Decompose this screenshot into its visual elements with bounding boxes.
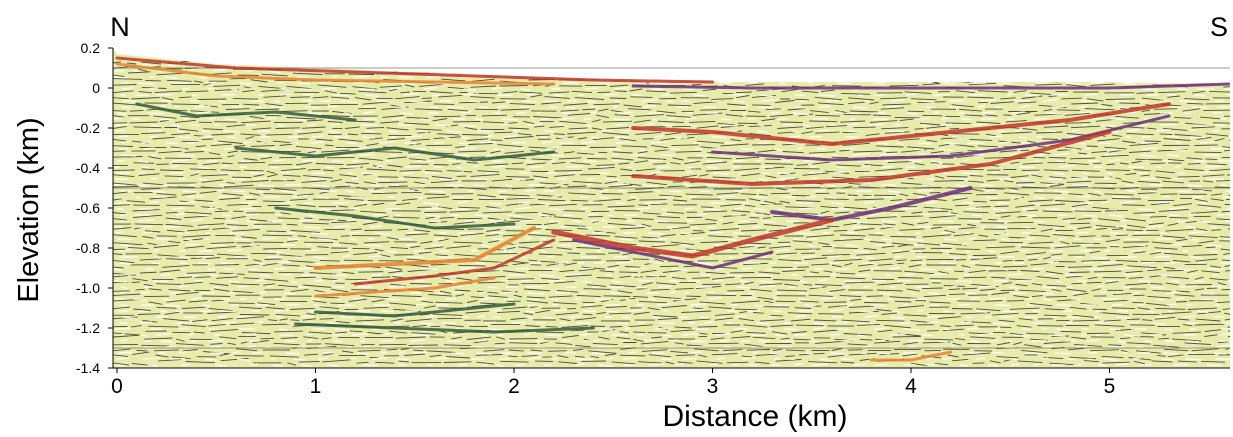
reflector: [135, 102, 357, 122]
reflector: [353, 238, 556, 286]
y-tick-label: -0.8: [76, 240, 100, 256]
reflector: [551, 217, 835, 259]
reflector: [313, 226, 536, 270]
reflector: [115, 56, 714, 84]
reflector: [631, 102, 1171, 146]
plot-area: [113, 48, 1230, 368]
north-label: N: [110, 12, 130, 42]
reflector: [234, 146, 556, 162]
x-tick-label: 3: [707, 375, 719, 398]
x-tick-label: 1: [310, 375, 322, 398]
reflector: [869, 350, 953, 362]
reflector: [274, 206, 516, 230]
x-axis-ticks: 0 1 2 3 4 5: [111, 368, 1115, 398]
y-axis-title: Elevation (km): [13, 117, 45, 302]
y-tick-label: -1.4: [76, 360, 100, 376]
x-tick-label: 2: [508, 375, 520, 398]
y-tick-label: -1.2: [76, 320, 100, 336]
y-tick-label: 0: [92, 80, 100, 96]
y-tick-label: -1.0: [76, 280, 100, 296]
reflector: [314, 302, 516, 318]
reflector: [770, 186, 973, 222]
reflector: [115, 62, 556, 86]
x-tick-label: 5: [1104, 375, 1116, 398]
y-tick-label: -0.6: [76, 200, 100, 216]
x-tick-label: 0: [111, 375, 123, 398]
reference-lines: [113, 67, 1230, 349]
reflector: [294, 322, 595, 334]
y-tick-label: -0.2: [76, 120, 100, 136]
reflector: [631, 130, 1112, 186]
above-surface-area: [113, 48, 1230, 84]
y-tick-label: 0.2: [81, 40, 101, 56]
x-tick-label: 4: [905, 375, 917, 398]
reflector: [631, 82, 1230, 90]
x-axis-title: Distance (km): [662, 400, 847, 433]
y-axis-ticks: 0.2 0 -0.2 -0.4 -0.6 -0.8 -1.0 -1.2 -1.4: [76, 40, 113, 376]
reflector: [314, 276, 496, 298]
south-label: S: [1210, 12, 1228, 42]
y-tick-label: -0.4: [76, 160, 100, 176]
reflector: [572, 238, 774, 270]
axes: 0.2 0 -0.2 -0.4 -0.6 -0.8 -1.0 -1.2 -1.4 0 1 2 3 4 5: [76, 40, 1230, 398]
reflectors: [115, 56, 1230, 362]
